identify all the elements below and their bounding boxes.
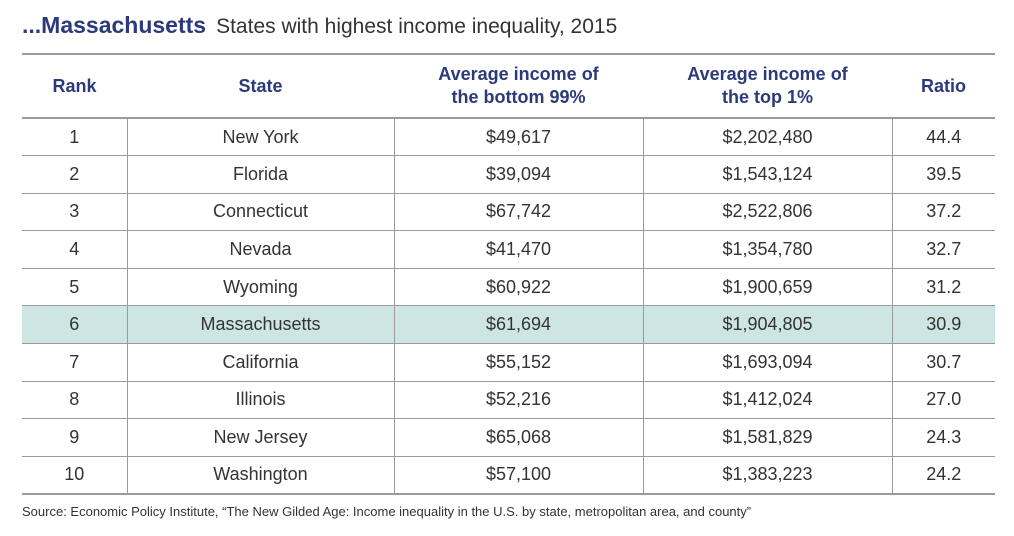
column-header-state: State (127, 53, 394, 119)
table-body: 1 New York $49,617 $2,202,480 44.4 2 Florida $3… (22, 118, 995, 495)
table-row: 1 New York $49,617 $2,202,480 44.4 (22, 118, 995, 157)
cell-bottom99-income: $67,742 (393, 193, 643, 232)
cell-state: Washington (126, 456, 394, 495)
column-header-top1: Average income of the top 1% (643, 53, 892, 119)
cell-bottom99-income: $60,922 (393, 268, 643, 307)
column-header-line: the bottom 99% (451, 87, 586, 107)
cell-bottom99-income: $39,094 (393, 155, 643, 194)
column-header-line: the top 1% (721, 87, 813, 107)
cell-bottom99-income: $55,152 (393, 343, 643, 382)
cell-state: New Jersey (126, 418, 394, 457)
cell-bottom99-income: $65,068 (393, 418, 643, 457)
cell-top1-income: $1,900,659 (642, 268, 892, 307)
cell-ratio: 44.4 (891, 118, 995, 157)
header-row: Rank State Average income of the bottom … (22, 53, 995, 119)
cell-rank: 10 (22, 456, 127, 495)
cell-state: Connecticut (126, 193, 394, 232)
table-row: 5 Wyoming $60,922 $1,900,659 31.2 (22, 268, 995, 307)
cell-bottom99-income: $61,694 (393, 305, 643, 345)
table-row: 8 Illinois $52,216 $1,412,024 27.0 (22, 381, 995, 420)
table-row: 6 Massachusetts $61,694 $1,904,805 30.9 (22, 305, 995, 345)
income-inequality-table: Rank State Average income of the bottom … (22, 53, 995, 495)
cell-state: Florida (126, 155, 394, 194)
cell-top1-income: $1,354,780 (642, 230, 892, 269)
cell-state: New York (126, 118, 394, 157)
table-row: 2 Florida $39,094 $1,543,124 39.5 (22, 155, 995, 194)
cell-top1-income: $2,202,480 (642, 118, 892, 157)
table-row: 3 Connecticut $67,742 $2,522,806 37.2 (22, 193, 995, 232)
cell-top1-income: $1,412,024 (642, 381, 892, 420)
cell-ratio: 39.5 (891, 155, 995, 194)
cell-bottom99-income: $49,617 (393, 118, 643, 157)
cell-state: Wyoming (126, 268, 394, 307)
cell-rank: 8 (22, 381, 127, 420)
cell-rank: 5 (22, 268, 127, 307)
cell-top1-income: $1,581,829 (642, 418, 892, 457)
table-row: 9 New Jersey $65,068 $1,581,829 24.3 (22, 418, 995, 457)
cell-bottom99-income: $41,470 (393, 230, 643, 269)
cell-ratio: 30.7 (891, 343, 995, 382)
cell-ratio: 24.2 (891, 456, 995, 495)
cell-state: Massachusetts (126, 305, 394, 345)
cell-rank: 3 (22, 193, 127, 232)
column-header-ratio: Ratio (892, 53, 995, 119)
table-row: 10 Washington $57,100 $1,383,223 24.2 (22, 456, 995, 495)
cell-ratio: 31.2 (891, 268, 995, 307)
cell-top1-income: $1,383,223 (642, 456, 892, 495)
cell-rank: 2 (22, 155, 127, 194)
cell-rank: 9 (22, 418, 127, 457)
column-header-rank: Rank (22, 53, 127, 119)
cell-state: Illinois (126, 381, 394, 420)
column-header-line: Rank (52, 75, 97, 96)
cell-rank: 4 (22, 230, 127, 269)
cell-ratio: 32.7 (891, 230, 995, 269)
cell-ratio: 24.3 (891, 418, 995, 457)
column-header-line: Average income of (687, 64, 848, 84)
cell-top1-income: $1,693,094 (642, 343, 892, 382)
cell-top1-income: $1,904,805 (642, 305, 892, 345)
chart-title: ...Massachusetts (22, 12, 207, 38)
cell-top1-income: $1,543,124 (642, 155, 892, 194)
cell-ratio: 37.2 (891, 193, 995, 232)
cell-ratio: 27.0 (891, 381, 995, 420)
cell-rank: 7 (22, 343, 127, 382)
source-note: Source: Economic Policy Institute, “The … (22, 504, 752, 519)
cell-rank: 6 (22, 305, 127, 345)
cell-ratio: 30.9 (891, 305, 995, 345)
column-header-bottom99: Average income of the bottom 99% (394, 53, 643, 119)
table-row: 4 Nevada $41,470 $1,354,780 32.7 (22, 230, 995, 269)
column-header-line: Ratio (921, 75, 966, 96)
cell-top1-income: $2,522,806 (642, 193, 892, 232)
table-row: 7 California $55,152 $1,693,094 30.7 (22, 343, 995, 382)
chart-title-row: ...Massachusetts States with highest inco… (22, 8, 617, 46)
cell-rank: 1 (22, 118, 127, 157)
column-header-line: Average income of (438, 64, 599, 84)
cell-bottom99-income: $52,216 (393, 381, 643, 420)
chart-subtitle: States with highest income inequality, 2… (216, 15, 618, 38)
cell-state: California (126, 343, 394, 382)
cell-bottom99-income: $57,100 (393, 456, 643, 495)
table-header: Rank State Average income of the bottom … (22, 53, 995, 119)
column-header-line: State (238, 75, 283, 96)
income-inequality-table-wrapper: Rank State Average income of the bottom … (22, 53, 995, 495)
cell-state: Nevada (126, 230, 394, 269)
